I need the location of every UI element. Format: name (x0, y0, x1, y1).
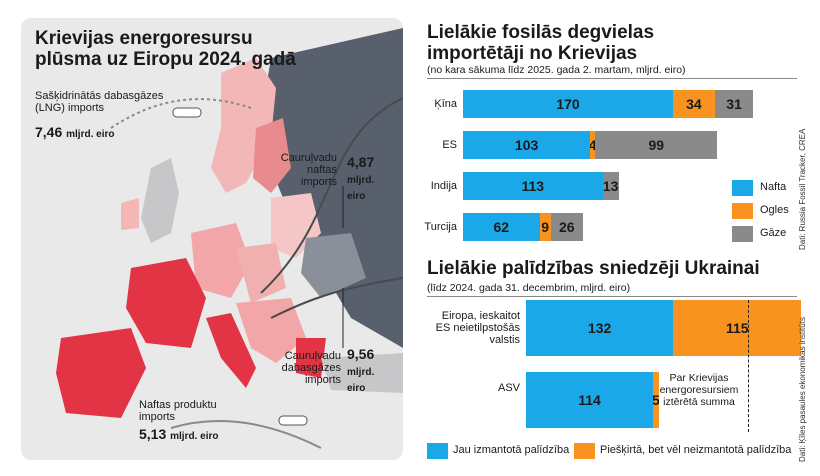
oil-pipe-unit: mljrd. eiro (347, 175, 375, 202)
lng-value-block: 7,46 mljrd. eiro (35, 124, 115, 140)
legend-swatch-used (427, 443, 448, 459)
bar-segment: 132 (526, 300, 674, 356)
gas-pipe-unit: mljrd. eiro (347, 367, 375, 394)
legend-label-pledged: Piešķirtā, bet vēl neizmantotā palīdzība (600, 444, 792, 456)
legend-label-gaze: Gāze (760, 227, 787, 239)
ireland-region (121, 198, 139, 230)
aid-subtitle: (līdz 2024. gada 31. decembrim, mljrd. e… (427, 282, 631, 294)
uk-region (141, 158, 179, 243)
category-label: Ķīna (434, 98, 457, 110)
bar-segment: 9 (539, 213, 551, 241)
ukraine-region (301, 233, 366, 298)
reference-annotation: Par Krievijas energoresursiem iztērētā s… (659, 372, 739, 408)
category-label: ES (442, 139, 457, 151)
aid-source: Dati: Ķīles pasaules ekonomikas institūt… (798, 317, 807, 462)
aid-title: Lielākie palīdzības sniedzēji Ukrainai (427, 258, 760, 279)
reference-line (748, 300, 749, 432)
italy-region (206, 313, 256, 388)
bar-segment: 62 (463, 213, 540, 241)
bar-segment: 115 (673, 300, 802, 356)
bar-segment: 103 (463, 131, 591, 159)
ship-icon (172, 107, 202, 118)
ship-icon (278, 415, 308, 426)
scandinavia-region (211, 58, 276, 193)
poland-region (236, 243, 286, 303)
category-label: Eiropa, ieskaitot ES neietilpstošās vals… (435, 310, 520, 346)
bar-segment: 26 (550, 213, 583, 241)
gas-pipeline (270, 277, 403, 319)
oil-pipe-value-block: 4,87 mljrd. eiro (347, 154, 395, 202)
category-label: Turcija (424, 221, 457, 233)
bar-segment: 34 (672, 90, 715, 118)
europe-map (56, 28, 403, 449)
importers-source: Dati: Russia Fossil Tracker, CREA (798, 128, 807, 250)
gas-pipe-label: Cauruļvadu dabasgāzes imports (281, 350, 341, 386)
oil-pipe-value: 4,87 (347, 154, 375, 170)
bar-segment: 31 (714, 90, 754, 118)
bar-segment: 113 (463, 172, 603, 200)
products-unit: mljrd. eiro (170, 431, 219, 442)
category-label: ASV (497, 382, 520, 394)
legend-swatch-nafta (732, 180, 753, 196)
bar-segment: 99 (595, 131, 718, 159)
greece-region (296, 338, 326, 378)
gas-pipe-value-block: 9,56 mljrd. eiro (347, 346, 395, 394)
lng-value: 7,46 (35, 124, 63, 140)
germany-region (191, 223, 251, 298)
legend-label-ogles: Ogles (760, 204, 789, 216)
category-label: Indija (430, 180, 457, 192)
legend-label-used: Jau izmantotā palīdzība (453, 444, 570, 456)
russia-region (261, 28, 403, 348)
legend-swatch-ogles (732, 203, 753, 219)
lng-unit: mljrd. eiro (66, 129, 115, 140)
france-region (126, 258, 206, 348)
products-value-block: 5,13 mljrd. eiro (139, 426, 219, 442)
products-route (170, 419, 322, 449)
bar-segment: 114 (526, 372, 654, 428)
bar-segment: 5 (653, 372, 659, 428)
importers-title: Lielākie fosilās degvielas importētāji n… (427, 22, 655, 64)
products-label: Naftas produktu imports (139, 399, 217, 423)
importers-subtitle: (no kara sākuma līdz 2025. gada 2. marta… (427, 64, 686, 76)
map-title: Krievijas energoresursu plūsma uz Eiropu… (35, 28, 296, 70)
lng-label: Sašķidrinātās dabasgāzes (LNG) imports (35, 90, 164, 114)
balkans-region (236, 298, 306, 363)
bar-segment: 170 (463, 90, 673, 118)
products-value: 5,13 (139, 426, 167, 442)
map-panel: Krievijas energoresursu plūsma uz Eiropu… (21, 18, 403, 460)
gas-pipe-value: 9,56 (347, 346, 375, 362)
iberia-region (56, 328, 146, 418)
turkey-region (321, 353, 403, 393)
legend-label-nafta: Nafta (760, 181, 787, 193)
importers-rule (427, 78, 797, 79)
legend-swatch-gaze (732, 226, 753, 242)
oil-pipeline (260, 97, 403, 294)
legend-swatch-pledged (574, 443, 595, 459)
bar-segment: 4 (590, 131, 596, 159)
aid-rule (427, 296, 797, 297)
oil-pipe-label: Cauruļvadu naftas imports (280, 152, 337, 188)
bar-segment: 13 (602, 172, 619, 200)
finland-region (253, 118, 291, 193)
